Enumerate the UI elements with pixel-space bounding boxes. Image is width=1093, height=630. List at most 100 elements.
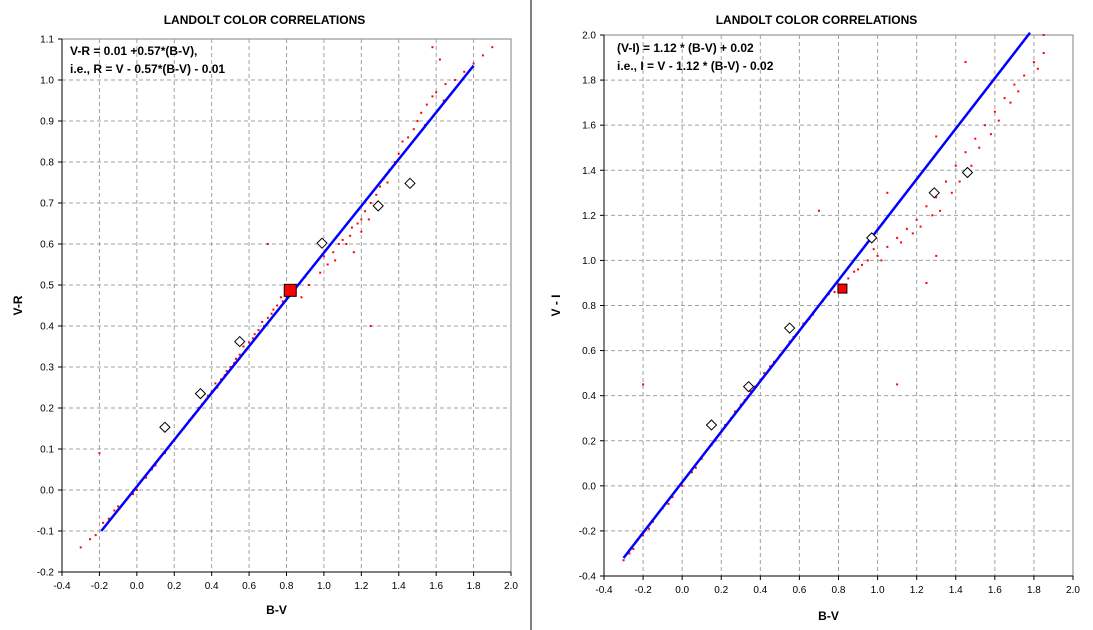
scatter-point xyxy=(753,385,756,388)
scatter-point xyxy=(853,270,856,273)
scatter-point xyxy=(915,218,918,221)
scatter-point xyxy=(866,259,869,262)
scatter-point xyxy=(950,191,953,194)
x-tick-label: 2.0 xyxy=(1066,585,1080,596)
y-tick-label: 0.0 xyxy=(582,481,596,492)
scatter-point xyxy=(352,251,355,254)
scatter-point xyxy=(642,534,645,537)
scatter-point xyxy=(253,333,256,336)
y-tick-label: 1.0 xyxy=(582,256,596,267)
scatter-point xyxy=(1009,101,1012,104)
scatter-point xyxy=(261,320,264,323)
y-tick-label: 1.0 xyxy=(40,76,54,87)
scatter-point xyxy=(632,547,635,550)
chart-title: LANDOLT COLOR CORRELATIONS xyxy=(164,13,366,27)
scatter-point xyxy=(481,54,484,57)
x-tick-label: 0.8 xyxy=(280,581,294,592)
diamond-marker xyxy=(742,380,755,393)
scatter-point xyxy=(322,255,325,258)
y-tick-label: 0.4 xyxy=(582,391,596,402)
y-tick-label: 0.2 xyxy=(40,404,54,415)
scatter-point xyxy=(491,46,494,49)
x-tick-label: 1.4 xyxy=(949,585,963,596)
diamond-marker xyxy=(866,232,878,244)
y-tick-label: 0.4 xyxy=(40,322,54,333)
scatter-point xyxy=(154,464,157,467)
scatter-point xyxy=(935,135,938,138)
y-tick-label: 0.6 xyxy=(40,240,54,251)
diamond-marker xyxy=(783,322,796,334)
scatter-point xyxy=(266,243,269,245)
scatter-point xyxy=(364,210,367,213)
scatter-point xyxy=(919,225,922,228)
scatter-point xyxy=(431,46,434,49)
scatter-point xyxy=(964,61,967,64)
x-axis-label: B-V xyxy=(818,609,839,623)
scatter-point xyxy=(911,232,914,235)
scatter-point xyxy=(132,493,135,496)
scatter-point xyxy=(958,180,961,183)
x-axis-label: B-V xyxy=(266,603,287,617)
x-tick-label: 0.0 xyxy=(130,581,144,592)
scatter-point xyxy=(925,281,928,284)
y-tick-label: 1.8 xyxy=(582,76,596,87)
scatter-point xyxy=(360,230,363,233)
y-tick-label: -0.2 xyxy=(579,526,597,537)
scatter-point xyxy=(79,546,82,549)
y-tick-label: 0.8 xyxy=(40,158,54,169)
scatter-point xyxy=(935,254,938,257)
x-tick-label: 0.2 xyxy=(167,581,181,592)
y-tick-label: 0.2 xyxy=(582,436,596,447)
y-tick-label: 2.0 xyxy=(582,31,596,42)
chart-v-i: -0.4 -0.2 0.0 0.2 0.4 0.6 0.8 1.0 1.2 1.4 1.6 1.8 2.… xyxy=(549,13,1080,623)
scatter-point xyxy=(671,496,674,499)
y-tick-label: 0.3 xyxy=(40,363,54,374)
x-tick-label: 0.6 xyxy=(242,581,256,592)
scatter-point xyxy=(896,236,899,239)
equation-annotation: i.e., R = V - 0.57*(B-V) - 0.01 xyxy=(70,62,225,76)
scatter-point xyxy=(453,79,456,81)
x-tick-label: 1.6 xyxy=(429,581,443,592)
y-tick-label: 1.2 xyxy=(582,211,596,222)
x-tick-label: 0.8 xyxy=(832,585,846,596)
scatter-point xyxy=(1036,67,1039,70)
scatter-point xyxy=(270,312,273,315)
y-tick-label: 0.7 xyxy=(40,199,54,210)
x-tick-label: 1.2 xyxy=(354,581,368,592)
scatter-point xyxy=(900,241,903,244)
x-tick-label: 1.6 xyxy=(988,585,1002,596)
y-tick-label: 0.0 xyxy=(40,486,54,497)
scatter-point xyxy=(749,390,752,393)
scatter-point xyxy=(242,345,245,348)
scatter-point xyxy=(416,120,419,122)
scatter-point xyxy=(733,410,736,413)
scatter-point xyxy=(379,185,382,188)
scatter-point xyxy=(463,70,466,73)
scatter-point xyxy=(369,325,372,327)
y-tick-label: -0.4 xyxy=(579,572,597,583)
scatter-point xyxy=(954,164,957,167)
chart-title: LANDOLT COLOR CORRELATIONS xyxy=(716,13,918,27)
diamond-marker xyxy=(928,187,940,199)
scatter-point xyxy=(401,140,404,143)
scatter-point xyxy=(412,128,415,131)
x-tick-label: -0.2 xyxy=(634,585,652,596)
scatter-point xyxy=(970,164,973,167)
scatter-point xyxy=(326,263,329,266)
scatter-point xyxy=(257,329,260,332)
scatter-point xyxy=(98,452,101,455)
scatter-point xyxy=(332,251,335,254)
diamond-marker xyxy=(159,421,171,433)
scatter-point xyxy=(94,534,97,537)
scatter-point xyxy=(974,137,977,140)
scatter-point xyxy=(622,559,625,562)
scatter-point xyxy=(984,124,987,127)
scatter-point xyxy=(1023,74,1026,77)
x-tick-label: 2.0 xyxy=(504,581,518,592)
scatter-point xyxy=(472,62,475,65)
diamond-marker xyxy=(705,419,718,431)
scatter-point xyxy=(905,227,908,230)
scatter-point xyxy=(769,365,772,368)
x-tick-label: 0.4 xyxy=(205,581,219,592)
